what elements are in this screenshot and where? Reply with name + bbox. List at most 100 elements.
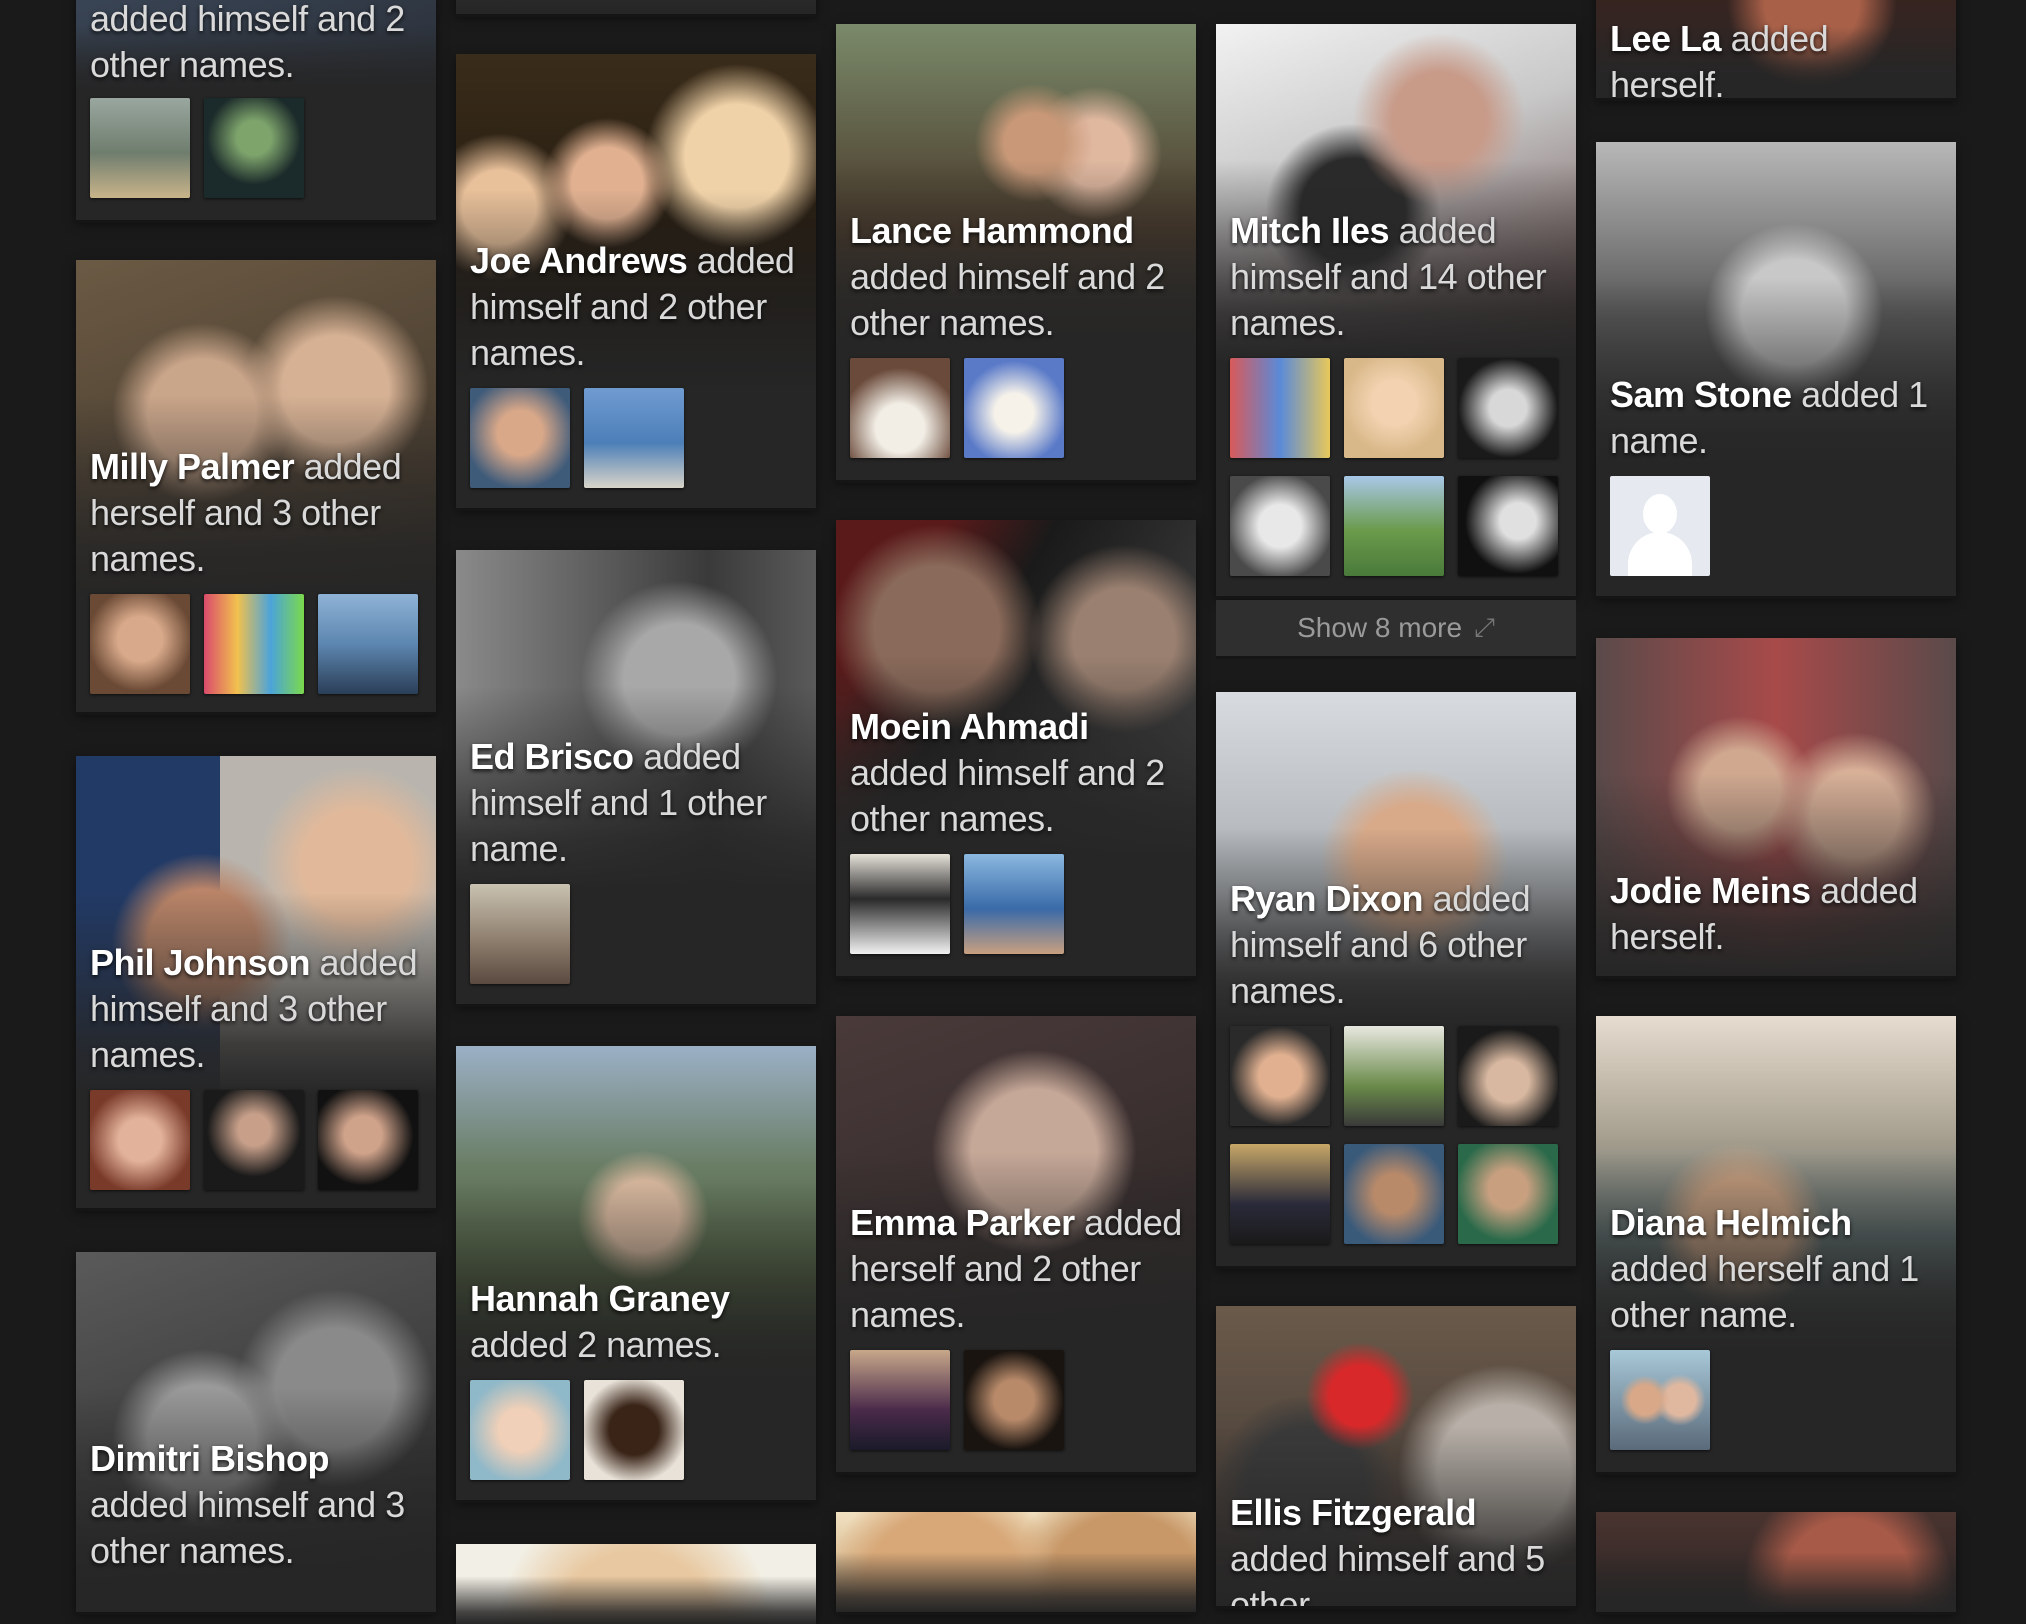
card-photo — [456, 1046, 816, 1386]
tagged-photo-thumbnail[interactable] — [584, 388, 684, 488]
card-photo — [76, 0, 436, 90]
tagged-photo-thumbnail[interactable] — [204, 1090, 304, 1190]
tagged-photo-thumbnail[interactable] — [850, 358, 950, 458]
card-caption: Hannah Graney added 2 names. — [470, 1278, 730, 1365]
name-card[interactable]: Mitch Iles added himself and 14 other na… — [1216, 24, 1576, 596]
name-card[interactable]: Ed Brisco added himself and 1 other name… — [456, 550, 816, 1004]
name-card[interactable] — [456, 1544, 816, 1624]
card-caption: Jodie Meins added herself. — [1610, 870, 1918, 957]
card-caption: Ellis Fitzgerald added himself and 5 oth… — [1230, 1492, 1545, 1606]
thumbnail-row — [1610, 476, 1710, 576]
tagged-photo-thumbnail[interactable] — [470, 1380, 570, 1480]
card-photo — [1596, 638, 1956, 976]
tagged-photo-thumbnail[interactable] — [1344, 358, 1444, 458]
name-card[interactable]: Jodie Meins added herself. — [1596, 638, 1956, 976]
name-card[interactable]: Ryan Dixon added himself and 6 other nam… — [1216, 692, 1576, 1266]
thumbnail-row — [470, 1380, 684, 1480]
card-photo — [1596, 142, 1956, 482]
name-card[interactable]: Moein Ahmadi added himself and 2 other n… — [836, 520, 1196, 976]
name-card[interactable]: Ellis Fitzgerald added himself and 5 oth… — [1216, 1306, 1576, 1606]
tagged-photo-thumbnail[interactable] — [964, 358, 1064, 458]
name-card[interactable]: Diana Helmich added herself and 1 other … — [1596, 1016, 1956, 1472]
name-card[interactable]: Sam Stone added 1 name. — [1596, 142, 1956, 596]
card-photo — [1596, 1512, 1956, 1612]
tagged-photo-thumbnail[interactable] — [1230, 1144, 1330, 1244]
tagged-photo-thumbnail[interactable] — [318, 594, 418, 694]
tagged-photo-thumbnail[interactable] — [90, 1090, 190, 1190]
tagged-photo-thumbnail[interactable] — [204, 594, 304, 694]
thumbnail-row — [90, 98, 304, 198]
card-photo — [836, 1512, 1196, 1612]
tagged-photo-thumbnail[interactable] — [1458, 358, 1558, 458]
show-more-button[interactable]: Show 8 more ⤢ — [1216, 600, 1576, 656]
thumbnail-row — [470, 884, 570, 984]
name-card[interactable] — [1596, 1512, 1956, 1612]
show-more-label: Show 8 more — [1297, 612, 1463, 643]
card-caption: Phil Johnson added himself and 3 other n… — [90, 942, 418, 1075]
name-card[interactable]: added himself and 2 other names. — [76, 0, 436, 220]
card-photo — [1216, 1306, 1576, 1606]
tagged-photo-thumbnail[interactable] — [1230, 358, 1330, 458]
tagged-photo-thumbnail[interactable] — [1610, 1350, 1710, 1450]
tagged-photo-thumbnail[interactable] — [1344, 1144, 1444, 1244]
card-caption: Ed Brisco added himself and 1 other name… — [470, 736, 767, 869]
card-photo — [836, 24, 1196, 364]
name-card[interactable]: Hannah Graney added 2 names. — [456, 1046, 816, 1500]
tagged-photo-thumbnail[interactable] — [470, 388, 570, 488]
name-card[interactable] — [836, 1512, 1196, 1612]
name-card[interactable] — [456, 0, 816, 14]
name-card[interactable]: Milly Palmer added herself and 3 other n… — [76, 260, 436, 712]
name-card[interactable]: Lance Hammond added himself and 2 other … — [836, 24, 1196, 480]
tagged-photo-thumbnail[interactable] — [1230, 476, 1330, 576]
thumbnail-row — [1610, 1350, 1710, 1450]
card-photo — [456, 54, 816, 394]
tagged-photo-thumbnail[interactable] — [1458, 1026, 1558, 1126]
card-photo — [456, 1544, 816, 1624]
thumbnail-row — [470, 388, 684, 488]
tagged-photo-thumbnail[interactable] — [1458, 476, 1558, 576]
tagged-photo-thumbnail[interactable] — [584, 1380, 684, 1480]
tagged-photo-thumbnail[interactable] — [318, 1090, 418, 1190]
tagged-photo-thumbnail[interactable] — [850, 1350, 950, 1450]
thumbnail-row — [850, 854, 1064, 954]
card-photo — [1216, 692, 1576, 1032]
name-card[interactable]: Joe Andrews added himself and 2 other na… — [456, 54, 816, 508]
card-caption: Lance Hammond added himself and 2 other … — [850, 210, 1165, 343]
tagged-photo-thumbnail[interactable] — [1344, 476, 1444, 576]
tagged-photo-thumbnail[interactable] — [964, 854, 1064, 954]
tagged-photo-thumbnail[interactable] — [1458, 1144, 1558, 1244]
card-caption: Joe Andrews added himself and 2 other na… — [470, 240, 795, 373]
card-photo — [76, 756, 436, 1096]
card-caption: Diana Helmich added herself and 1 other … — [1610, 1202, 1919, 1335]
card-caption: Moein Ahmadi added himself and 2 other n… — [850, 706, 1165, 839]
name-card[interactable]: Emma Parker added herself and 2 other na… — [836, 1016, 1196, 1472]
tagged-photo-thumbnail[interactable] — [1344, 1026, 1444, 1126]
card-caption: Mitch Iles added himself and 14 other na… — [1230, 210, 1547, 343]
name-card[interactable]: Lee La added herself. — [1596, 0, 1956, 98]
thumbnail-row — [850, 1350, 1064, 1450]
card-photo — [1596, 1016, 1956, 1356]
thumbnail-row — [850, 358, 1064, 458]
tagged-photo-thumbnail[interactable] — [90, 594, 190, 694]
card-caption: Milly Palmer added herself and 3 other n… — [90, 446, 402, 579]
default-avatar-icon[interactable] — [1610, 476, 1710, 576]
tagged-photo-thumbnail[interactable] — [1230, 1026, 1330, 1126]
card-photo — [836, 1016, 1196, 1356]
card-photo — [1216, 24, 1576, 364]
card-photo — [456, 550, 816, 890]
thumbnail-grid — [1230, 1026, 1570, 1244]
card-photo — [836, 520, 1196, 860]
card-caption: added himself and 2 other names. — [90, 0, 405, 85]
tagged-photo-thumbnail[interactable] — [850, 854, 950, 954]
tagged-photo-thumbnail[interactable] — [470, 884, 570, 984]
tagged-photo-thumbnail[interactable] — [90, 98, 190, 198]
card-caption: Lee La added herself. — [1610, 18, 1829, 98]
tagged-photo-thumbnail[interactable] — [964, 1350, 1064, 1450]
card-photo — [76, 260, 436, 600]
expand-icon: ⤢ — [1474, 612, 1495, 642]
name-card[interactable]: Phil Johnson added himself and 3 other n… — [76, 756, 436, 1208]
name-card[interactable]: Dimitri Bishop added himself and 3 other… — [76, 1252, 436, 1612]
card-caption: Dimitri Bishop added himself and 3 other… — [90, 1438, 405, 1571]
thumbnail-row — [90, 594, 418, 694]
tagged-photo-thumbnail[interactable] — [204, 98, 304, 198]
